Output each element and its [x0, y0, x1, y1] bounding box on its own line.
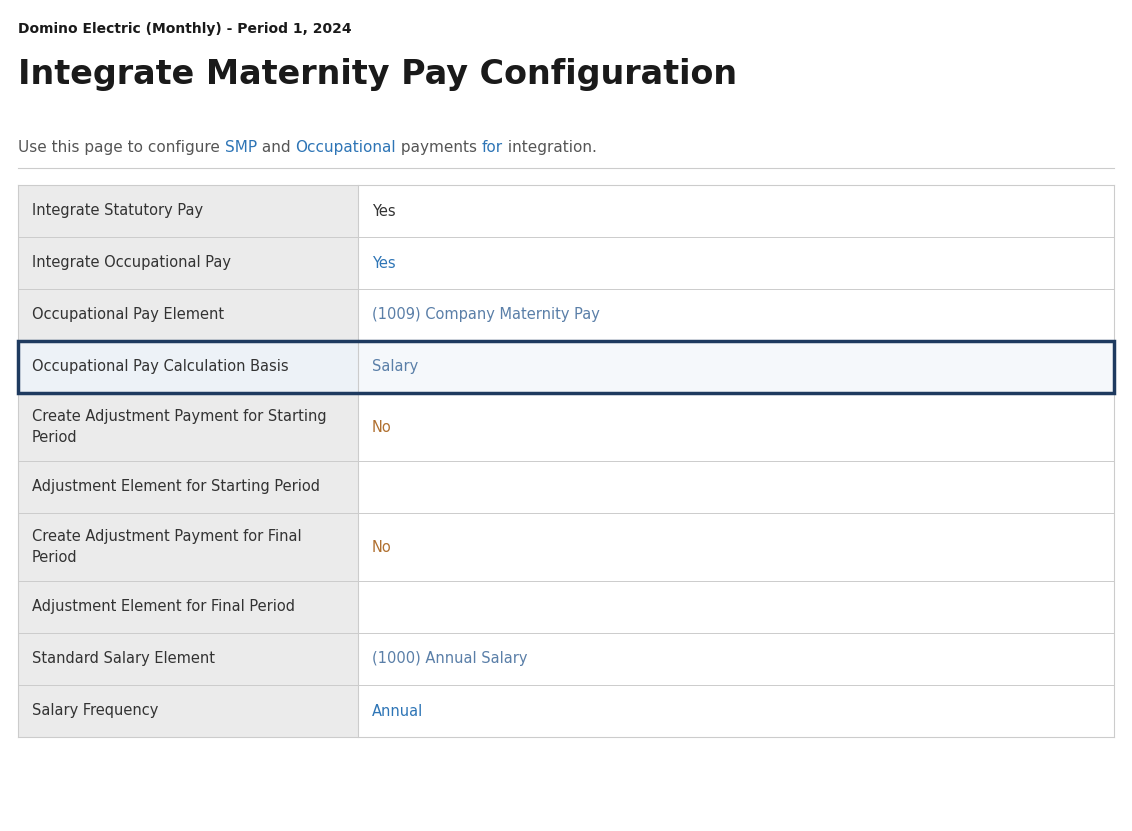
Bar [18, 393, 358, 461]
Text: Standard Salary Element: Standard Salary Element [32, 652, 215, 666]
Text: Salary: Salary [372, 360, 418, 375]
Text: Period: Period [32, 549, 78, 564]
Text: Adjustment Element for Final Period: Adjustment Element for Final Period [32, 599, 295, 614]
Bar [18, 185, 358, 237]
Bar [18, 461, 358, 513]
Bar [18, 513, 358, 581]
Text: Integrate Maternity Pay Configuration: Integrate Maternity Pay Configuration [18, 58, 737, 91]
Bar [358, 461, 1114, 513]
Text: Occupational: Occupational [295, 140, 396, 155]
Text: SMP: SMP [225, 140, 257, 155]
Text: Yes: Yes [372, 204, 395, 219]
Bar [358, 581, 1114, 633]
Text: Occupational Pay Calculation Basis: Occupational Pay Calculation Basis [32, 360, 289, 375]
Text: Create Adjustment Payment for Final: Create Adjustment Payment for Final [32, 529, 301, 544]
Bar [358, 513, 1114, 581]
Text: Salary Frequency: Salary Frequency [32, 704, 158, 719]
Text: Create Adjustment Payment for Starting: Create Adjustment Payment for Starting [32, 410, 327, 425]
Text: (1009) Company Maternity Pay: (1009) Company Maternity Pay [372, 307, 600, 322]
Text: Adjustment Element for Starting Period: Adjustment Element for Starting Period [32, 479, 320, 494]
Bar [358, 289, 1114, 341]
Text: (1000) Annual Salary: (1000) Annual Salary [372, 652, 528, 666]
Bar [18, 341, 358, 393]
Text: Occupational Pay Element: Occupational Pay Element [32, 307, 224, 322]
Text: integration.: integration. [503, 140, 597, 155]
Bar [358, 685, 1114, 737]
Bar [18, 289, 358, 341]
Text: Period: Period [32, 430, 78, 445]
Text: Annual: Annual [372, 704, 423, 719]
Bar [18, 237, 358, 289]
Text: Domino Electric (Monthly) - Period 1, 2024: Domino Electric (Monthly) - Period 1, 20… [18, 22, 352, 36]
Text: Integrate Occupational Pay: Integrate Occupational Pay [32, 255, 231, 271]
Bar [358, 393, 1114, 461]
Text: No: No [372, 539, 392, 554]
Text: Use this page to configure: Use this page to configure [18, 140, 225, 155]
Text: Integrate Statutory Pay: Integrate Statutory Pay [32, 204, 203, 219]
Text: No: No [372, 420, 392, 435]
Text: for: for [482, 140, 503, 155]
Bar [18, 633, 358, 685]
Bar [18, 341, 1114, 393]
Bar [18, 581, 358, 633]
Bar [358, 633, 1114, 685]
Bar [358, 341, 1114, 393]
Bar [18, 685, 358, 737]
Text: payments: payments [396, 140, 482, 155]
Bar [358, 237, 1114, 289]
Text: and: and [257, 140, 295, 155]
Text: Yes: Yes [372, 255, 395, 271]
Bar [358, 185, 1114, 237]
